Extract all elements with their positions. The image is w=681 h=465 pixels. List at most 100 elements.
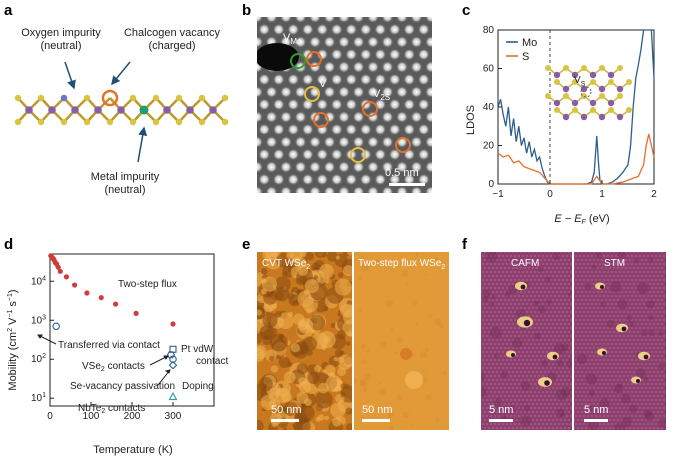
chalcogen-line1: Chalcogen vacancy (123, 27, 220, 39)
ann-sevac: Se-vacancy passivation (70, 381, 175, 392)
inset-s-atom (554, 79, 560, 85)
inset-s-atom (563, 65, 569, 71)
inset-mo-atom (589, 99, 597, 107)
v2s-label: V2S (373, 88, 391, 103)
inset-s-atom (590, 107, 596, 113)
v-marker-yellow (350, 147, 366, 163)
mob-point-two-step-flux (63, 274, 69, 280)
inset-s-atom (554, 107, 560, 113)
mob-point-two-step-flux (55, 264, 61, 270)
chalcogen-label: Chalcogen vacancy (charged) (112, 27, 232, 53)
mob-point-doping (168, 360, 178, 370)
ldos-xlabel: E − EF (eV) (554, 213, 609, 225)
inset-s-atom (599, 65, 605, 71)
mob-ytick-label: 102 (31, 353, 46, 365)
lattice-diagram (14, 61, 229, 163)
inset-s-atom (545, 93, 551, 99)
inset-mo-atom (589, 71, 597, 79)
mob-point-two-step-flux (84, 290, 90, 296)
chalcogen-atom-top (83, 94, 91, 102)
ldos-ytick-label: 80 (483, 25, 495, 36)
cafm-image: CAFM 5 nm (481, 252, 572, 430)
panel-letter-f: f (462, 236, 467, 253)
ldos-ytick-label: 20 (483, 141, 495, 152)
legend-mo: Mo (522, 37, 537, 49)
metal-atom (94, 106, 102, 114)
chalcogen-atom-bottom (175, 118, 183, 126)
cafm-title: CAFM (511, 258, 540, 269)
chalcogen-atom-top (37, 94, 45, 102)
oxygen-line1: Oxygen impurity (21, 27, 101, 39)
afm-cvt-scalebar (271, 419, 299, 422)
chalcogen-atom-bottom (14, 118, 22, 126)
panel-letter-d: d (4, 236, 14, 253)
oxygen-line2: (neutral) (40, 40, 82, 52)
metal-line1: Metal impurity (90, 171, 160, 183)
stm-title: STM (604, 258, 626, 269)
chalcogen-line2: (charged) (148, 40, 196, 52)
chalcogen-atom-top (175, 94, 183, 102)
inset-s-atom (581, 93, 587, 99)
stm-image: STM 5 nm (574, 252, 666, 430)
afm-flux-title: Two-step flux WSe2 (358, 258, 446, 271)
vmo-marker (290, 53, 306, 69)
metal-label: Metal impurity (neutral) (70, 171, 180, 197)
panel-letter-b: b (242, 2, 252, 19)
afm-cvt-scale-label: 50 nm (271, 404, 302, 416)
mob-xtick-label: 300 (165, 411, 182, 422)
chalcogen-atom-top (14, 94, 22, 102)
mob-point-two-step-flux (72, 282, 78, 288)
vs-marker (304, 86, 320, 102)
mob-point-two-step-flux (98, 295, 104, 301)
mob-ytick-label: 104 (31, 275, 46, 287)
chalcogen-atom-bottom (60, 118, 68, 126)
mob-point-two-step-flux (113, 301, 119, 307)
afm-flux-scalebar (362, 419, 390, 422)
vmo-label: VMo (283, 32, 302, 47)
ldos-ytick-label: 0 (488, 179, 494, 190)
oxygen-arrow (64, 61, 76, 90)
inset-s-atom (608, 107, 614, 113)
mob-xtick-label: 0 (47, 411, 53, 422)
ldos-inset-structure (545, 65, 632, 121)
cafm-scale-label: 5 nm (489, 404, 514, 416)
mob-arrows (37, 334, 171, 386)
inset-s-atom (563, 93, 569, 99)
ldos-series-s (497, 133, 655, 185)
inset-vs-label: VS (574, 75, 586, 88)
inset-s-atom (617, 65, 623, 71)
chalcogen-arrow (111, 61, 131, 86)
chalcogen-atom-bottom (83, 118, 91, 126)
metal-atom (25, 106, 33, 114)
mob-ytick-label: 103 (31, 314, 46, 326)
ann-nbte2: NbTe2 contacts (78, 403, 145, 415)
inset-mo-atom (553, 99, 561, 107)
ldos-ylabel: LDOS (465, 105, 477, 135)
inset-mo-atom (607, 99, 615, 107)
inset-mo-atom (598, 85, 606, 93)
ldos-xtick-label: 0 (547, 189, 553, 200)
chalcogen-atom-bottom (152, 118, 160, 126)
stem-image: VMo V V2S 0.5 nm (257, 17, 432, 193)
chalcogen-atom-top (129, 94, 137, 102)
v-marker-orange2 (395, 137, 411, 153)
metal-atom (209, 106, 217, 114)
chalcogen-atom-top (221, 94, 229, 102)
inset-mo-atom (580, 113, 588, 121)
inset-mo-atom (553, 71, 561, 79)
inset-vacancy (580, 86, 592, 98)
inset-s-atom (626, 107, 632, 113)
metal-arrow (137, 126, 148, 163)
inset-s-atom (608, 79, 614, 85)
mobility-chart: 0 100 200 300 101 102 103 104 Mobility (cm2 V−1… (7, 253, 228, 456)
metal-atom (163, 106, 171, 114)
chalcogen-atom-top (198, 94, 206, 102)
mob-xtick-label: 100 (83, 411, 100, 422)
chalcogen-atom-bottom (221, 118, 229, 126)
mob-point-vse2-contacts (166, 351, 175, 359)
ann-pt-l2: contact (196, 356, 228, 367)
vmo-neighbor-marker (306, 51, 322, 67)
ann-vse2: VSe2 contacts (82, 361, 145, 373)
inset-s-atom (572, 107, 578, 113)
inset-s-atom (545, 65, 551, 71)
